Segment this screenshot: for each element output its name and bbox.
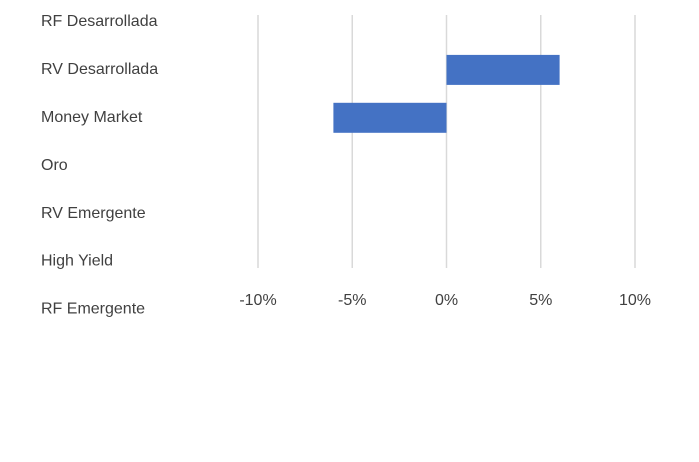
y-tick-label: RF Desarrollada (41, 13, 158, 30)
y-tick-label: Oro (41, 157, 68, 174)
y-tick-label: RV Emergente (41, 205, 146, 222)
y-tick-label: RF Emergente (41, 301, 145, 318)
x-tick-label: -10% (239, 292, 276, 309)
bar (333, 102, 447, 133)
y-tick-label: High Yield (41, 253, 113, 270)
x-tick-label: -5% (338, 292, 366, 309)
bar (446, 54, 560, 85)
x-tick-label: 10% (619, 292, 651, 309)
y-tick-label: Money Market (41, 109, 143, 126)
x-tick-label: 5% (529, 292, 552, 309)
x-tick-label: 0% (435, 292, 458, 309)
y-tick-label: RV Desarrollada (41, 61, 158, 78)
